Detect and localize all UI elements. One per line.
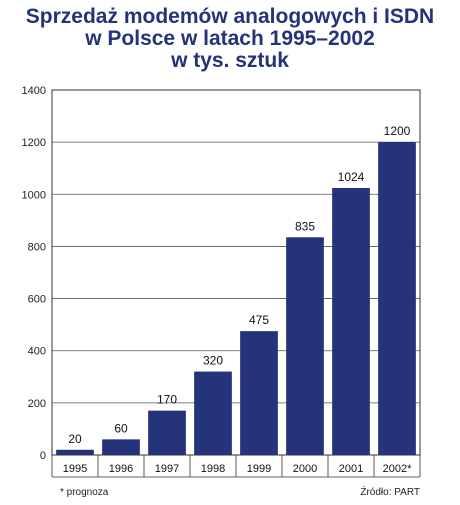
data-label: 835	[295, 219, 315, 233]
bar	[332, 188, 370, 455]
y-tick-label: 800	[28, 241, 46, 253]
y-tick-label: 400	[28, 346, 46, 358]
data-label: 320	[203, 354, 223, 368]
x-tick-label: 1999	[247, 463, 271, 475]
data-label: 20	[68, 432, 82, 446]
y-tick-label: 1400	[22, 85, 46, 97]
y-tick-label: 1000	[22, 189, 46, 201]
y-tick-label: 600	[28, 294, 46, 306]
source-note: Źródło: PART	[360, 487, 420, 498]
chart-title-line-2: w Polsce w latach 1995–2002	[85, 27, 375, 50]
y-tick-label: 1200	[22, 137, 46, 149]
chart-title: Sprzedaż modemów analogowych i ISDN w Po…	[0, 6, 460, 72]
x-tick-label: 2001	[339, 463, 363, 475]
bar	[148, 410, 186, 455]
x-tick-label: 1998	[201, 463, 225, 475]
x-tick-label: 2002*	[383, 463, 412, 475]
bar	[194, 371, 232, 455]
x-tick-label: 1997	[155, 463, 179, 475]
bar	[378, 142, 416, 455]
chart-title-line-1: Sprzedaż modemów analogowych i ISDN	[25, 5, 435, 28]
footnote: * prognoza	[60, 487, 109, 498]
x-tick-label: 1995	[63, 463, 87, 475]
bar	[102, 439, 140, 455]
bar	[240, 331, 278, 455]
bar	[286, 237, 324, 455]
y-tick-label: 0	[40, 450, 46, 462]
chart-title-line-3: w tys. sztuk	[171, 49, 289, 72]
x-tick-label: 1996	[109, 463, 133, 475]
data-label: 170	[157, 393, 177, 407]
data-label: 1200	[384, 124, 411, 138]
x-tick-label: 2000	[293, 463, 317, 475]
data-label: 475	[249, 313, 269, 327]
bar	[56, 449, 94, 455]
data-label: 60	[114, 421, 128, 435]
y-tick-label: 200	[28, 398, 46, 410]
data-label: 1024	[338, 170, 365, 184]
